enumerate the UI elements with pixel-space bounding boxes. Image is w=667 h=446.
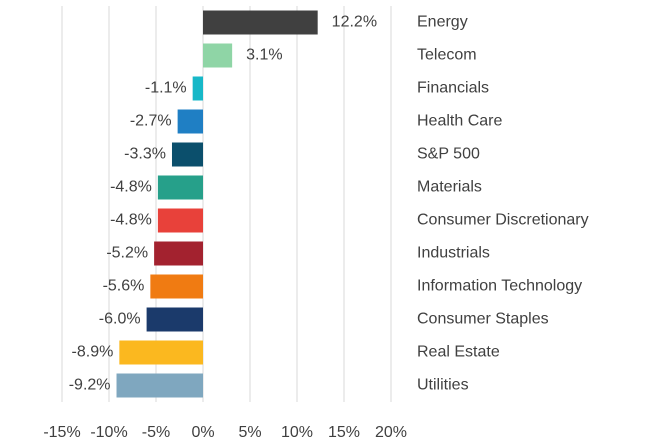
bar	[150, 274, 203, 299]
category-label: Materials	[417, 179, 482, 196]
bar	[192, 76, 203, 101]
category-label: S&P 500	[417, 146, 480, 163]
bar	[119, 340, 203, 365]
data-label: -5.6%	[103, 278, 145, 295]
category-label: Consumer Staples	[417, 311, 549, 328]
x-tick-label: 5%	[238, 424, 261, 441]
x-tick-label: 10%	[281, 424, 313, 441]
bar	[157, 208, 203, 233]
category-label: Energy	[417, 14, 468, 31]
category-label: Utilities	[417, 377, 469, 394]
x-tick-label: 0%	[191, 424, 214, 441]
category-label: Financials	[417, 80, 489, 97]
bar	[116, 373, 203, 398]
data-label: 12.2%	[332, 14, 377, 31]
bar	[171, 142, 203, 167]
data-label: -9.2%	[69, 377, 111, 394]
category-label: Telecom	[417, 47, 477, 64]
data-label: -5.2%	[106, 245, 148, 262]
bar	[157, 175, 203, 200]
category-label: Industrials	[417, 245, 490, 262]
bar	[154, 241, 203, 266]
data-label: -1.1%	[145, 80, 187, 97]
bar	[146, 307, 203, 332]
data-label: -8.9%	[72, 344, 114, 361]
x-tick-label: 20%	[375, 424, 407, 441]
x-tick-label: 15%	[328, 424, 360, 441]
data-label: 3.1%	[246, 47, 282, 64]
x-tick-label: -5%	[142, 424, 170, 441]
data-label: -4.8%	[110, 212, 152, 229]
data-label: -3.3%	[124, 146, 166, 163]
category-label: Real Estate	[417, 344, 500, 361]
bar	[203, 43, 233, 68]
bar	[203, 10, 318, 35]
data-label: -2.7%	[130, 113, 172, 130]
data-label: -4.8%	[110, 179, 152, 196]
category-label: Health Care	[417, 113, 502, 130]
x-tick-label: -15%	[43, 424, 80, 441]
category-label: Consumer Discretionary	[417, 212, 589, 229]
x-tick-label: -10%	[90, 424, 127, 441]
category-label: Information Technology	[417, 278, 582, 295]
bar	[177, 109, 203, 134]
data-label: -6.0%	[99, 311, 141, 328]
